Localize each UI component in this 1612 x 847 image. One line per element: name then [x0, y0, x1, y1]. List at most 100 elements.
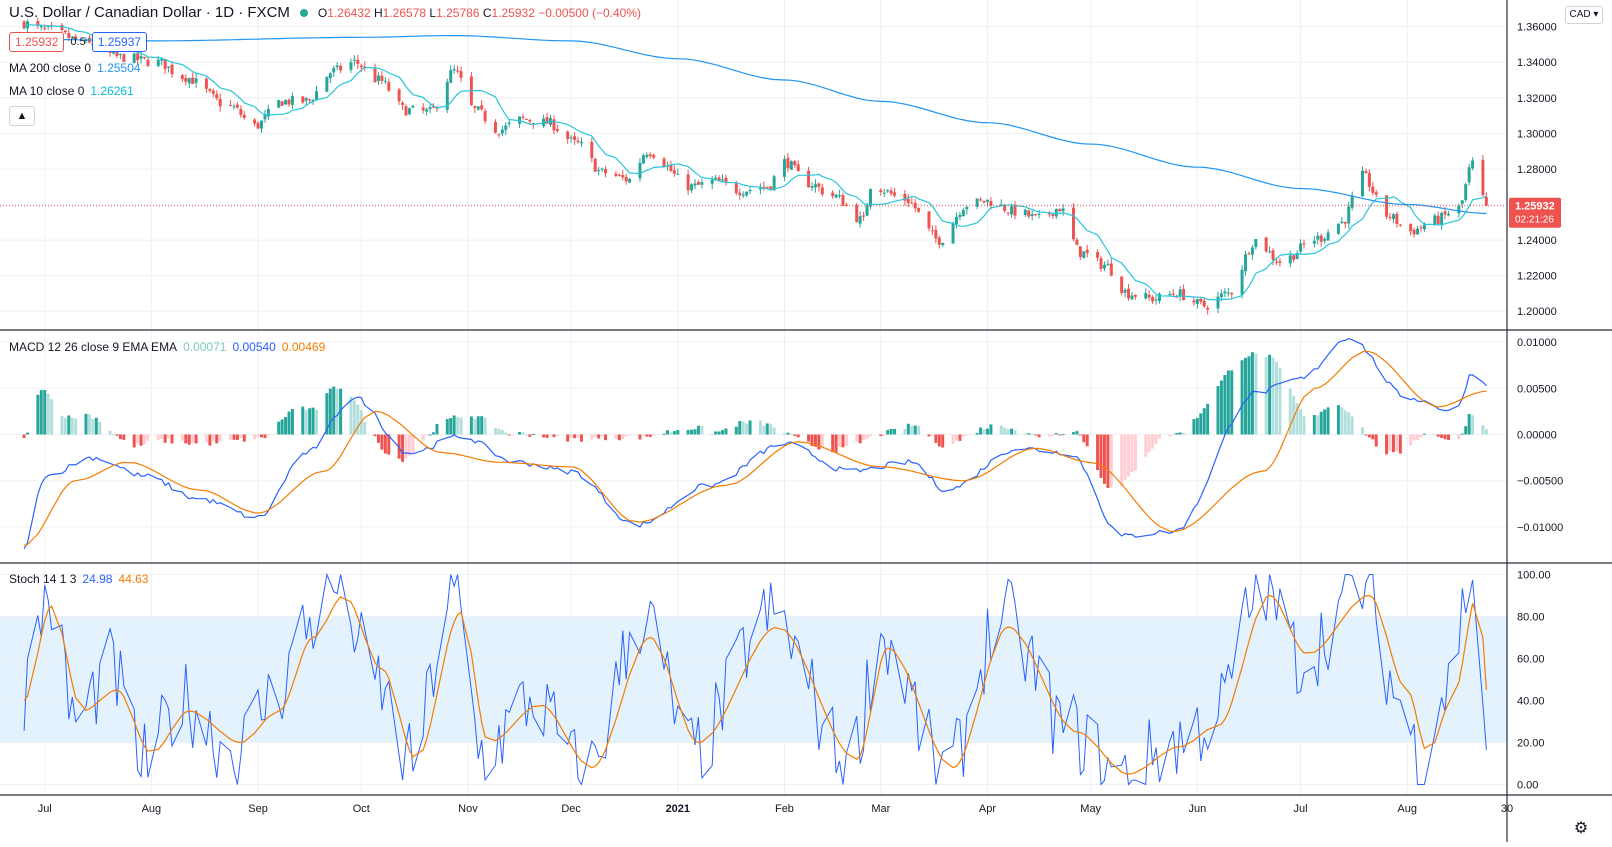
- macd-histogram-bar: [549, 434, 552, 436]
- candle-body: [1206, 307, 1210, 310]
- macd-histogram-bar: [1027, 433, 1031, 435]
- candle-body: [266, 108, 270, 117]
- candle-body: [1464, 184, 1468, 200]
- macd-histogram-bar: [1460, 433, 1464, 435]
- candle-body: [180, 75, 184, 79]
- candle-body: [1127, 288, 1131, 299]
- candle-body: [758, 188, 762, 190]
- macd-histogram-bar: [1071, 432, 1075, 435]
- macd-histogram-bar: [139, 434, 143, 446]
- macd-histogram-bar: [579, 434, 583, 442]
- macd-histogram-bar: [820, 434, 824, 449]
- candle-body: [1457, 205, 1461, 214]
- macd-histogram-bar: [1464, 426, 1468, 435]
- candle-body: [325, 76, 329, 92]
- macd-histogram-bar: [500, 429, 504, 435]
- macd-histogram-bar: [1003, 427, 1007, 435]
- candle-body: [1071, 207, 1075, 240]
- candle-body: [521, 116, 525, 118]
- sell-button[interactable]: 1.25932: [9, 32, 65, 52]
- candle-body: [734, 183, 738, 194]
- macd-histogram-bar: [352, 400, 356, 435]
- candle-body: [1471, 160, 1475, 169]
- macd-histogram-bar: [1223, 374, 1227, 435]
- macd-histogram-bar: [662, 433, 666, 435]
- candle-body: [1347, 206, 1351, 224]
- candle-body: [941, 242, 945, 246]
- macd-histogram-bar: [112, 433, 116, 435]
- macd-histogram-bar: [1364, 434, 1368, 436]
- macd-histogram-bar: [665, 430, 669, 435]
- candle-body: [480, 105, 484, 110]
- macd-histogram-bar: [927, 434, 931, 437]
- candle-body: [542, 118, 546, 127]
- macd-histogram-bar: [879, 434, 883, 437]
- macd-histogram-bar: [301, 406, 305, 435]
- x-tick-label: Jul: [38, 803, 52, 815]
- price-y-tick-label: 1.30000: [1517, 128, 1557, 140]
- macd-histogram-bar: [1175, 432, 1179, 435]
- candle-body: [1223, 291, 1227, 294]
- candle-body: [1006, 212, 1010, 214]
- macd-histogram-bar: [363, 422, 367, 435]
- candle-body: [652, 154, 656, 158]
- macd-histogram-bar: [266, 434, 270, 436]
- macd-histogram-bar: [552, 434, 556, 438]
- macd-legend[interactable]: MACD 12 26 close 9 EMA EMA 0.00071 0.005…: [9, 339, 325, 355]
- macd-histogram-bar: [208, 434, 212, 446]
- macd-histogram-bar: [304, 410, 308, 435]
- ma200-legend[interactable]: MA 200 close 0 1.25504: [9, 60, 140, 76]
- candle-body: [411, 105, 415, 108]
- macd-histogram-bar: [22, 434, 26, 439]
- macd-histogram-bar: [1433, 434, 1437, 436]
- macd-histogram-bar: [758, 420, 762, 435]
- macd-histogram-bar: [483, 417, 487, 435]
- ma10-legend[interactable]: MA 10 close 0 1.26261: [9, 83, 134, 99]
- macd-histogram-bar: [504, 432, 508, 435]
- candle-body: [160, 58, 164, 61]
- macd-histogram-bar: [1199, 413, 1203, 435]
- macd-histogram-bar: [1254, 353, 1258, 435]
- candle-body: [383, 80, 387, 82]
- macd-histogram-bar: [782, 433, 786, 435]
- candle-body: [817, 183, 821, 187]
- macd-histogram-bar: [961, 434, 965, 437]
- stoch-y-tick-label: 80.00: [1517, 612, 1545, 624]
- currency-button[interactable]: CAD ▾: [1565, 6, 1603, 24]
- macd-histogram-bar: [1158, 434, 1161, 439]
- candle-body: [332, 68, 336, 73]
- candle-body: [672, 170, 676, 174]
- gear-icon[interactable]: ⚙: [1573, 820, 1589, 837]
- macd-histogram-bar: [1312, 415, 1316, 435]
- macd-histogram-bar: [187, 434, 191, 445]
- macd-y-tick-label: −0.00500: [1517, 476, 1563, 488]
- macd-histogram-bar: [975, 432, 979, 435]
- candle-body: [717, 177, 721, 181]
- macd-histogram-bar: [36, 394, 40, 435]
- macd-histogram-bar: [604, 434, 608, 441]
- candle-body: [235, 104, 239, 108]
- stoch-label: Stoch 14 1 3: [9, 572, 77, 586]
- candle-body: [208, 89, 212, 91]
- candle-body: [191, 77, 195, 84]
- candle-body: [1099, 258, 1103, 269]
- macd-histogram-bar: [793, 434, 797, 436]
- buy-button[interactable]: 1.25937: [91, 32, 148, 52]
- candle-body: [1467, 167, 1471, 183]
- candle-body: [218, 98, 222, 107]
- x-tick-label: 2021: [666, 803, 690, 815]
- macd-histogram-bar: [521, 432, 525, 435]
- macd-histogram-bar: [617, 434, 621, 441]
- macd-histogram-bar: [1395, 434, 1399, 452]
- collapse-legend-button[interactable]: ▲: [9, 106, 35, 126]
- candle-body: [999, 204, 1003, 206]
- macd-histogram-bar: [39, 390, 43, 435]
- candle-body: [387, 81, 391, 91]
- candle-body: [1443, 211, 1447, 215]
- macd-histogram-bar: [1195, 417, 1199, 435]
- stoch-legend[interactable]: Stoch 14 1 3 24.98 44.63: [9, 571, 148, 587]
- candle-body: [74, 36, 78, 40]
- candle-body: [834, 194, 838, 198]
